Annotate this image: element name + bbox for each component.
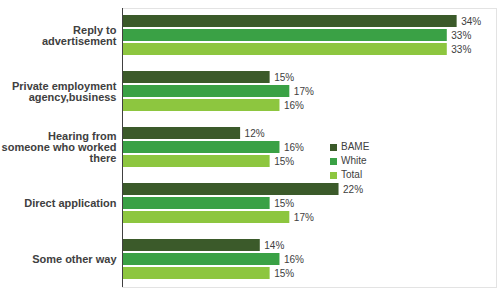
svg-text:Private employmentagency,busin: Private employmentagency,business [12, 80, 117, 103]
svg-text:Direct application: Direct application [24, 197, 117, 209]
svg-text:12%: 12% [245, 128, 265, 139]
html-text:White: White [341, 155, 367, 166]
svg-text:15%: 15% [274, 268, 294, 279]
svg-text:Hearing fromsomeone who worked: Hearing fromsomeone who workedthere [2, 130, 117, 164]
html-text:Total: Total [341, 169, 363, 180]
svg-text:22%: 22% [343, 184, 363, 195]
svg-text:33%: 33% [451, 30, 471, 41]
svg-text:33%: 33% [451, 44, 471, 55]
svg-text:16%: 16% [284, 254, 304, 265]
svg-text:Reply toadvertisement: Reply toadvertisement [42, 24, 117, 47]
svg-text:14%: 14% [264, 240, 284, 251]
svg-text:16%: 16% [284, 100, 304, 111]
svg-text:15%: 15% [274, 198, 294, 209]
svg-text:16%: 16% [284, 142, 304, 153]
svg-text:17%: 17% [294, 86, 314, 97]
svg-text:17%: 17% [294, 212, 314, 223]
html-text:BAME: BAME [341, 141, 370, 152]
svg-text:15%: 15% [274, 156, 294, 167]
svg-text:15%: 15% [274, 72, 294, 83]
svg-text:Some other way: Some other way [32, 253, 117, 265]
svg-text:34%: 34% [461, 16, 481, 27]
